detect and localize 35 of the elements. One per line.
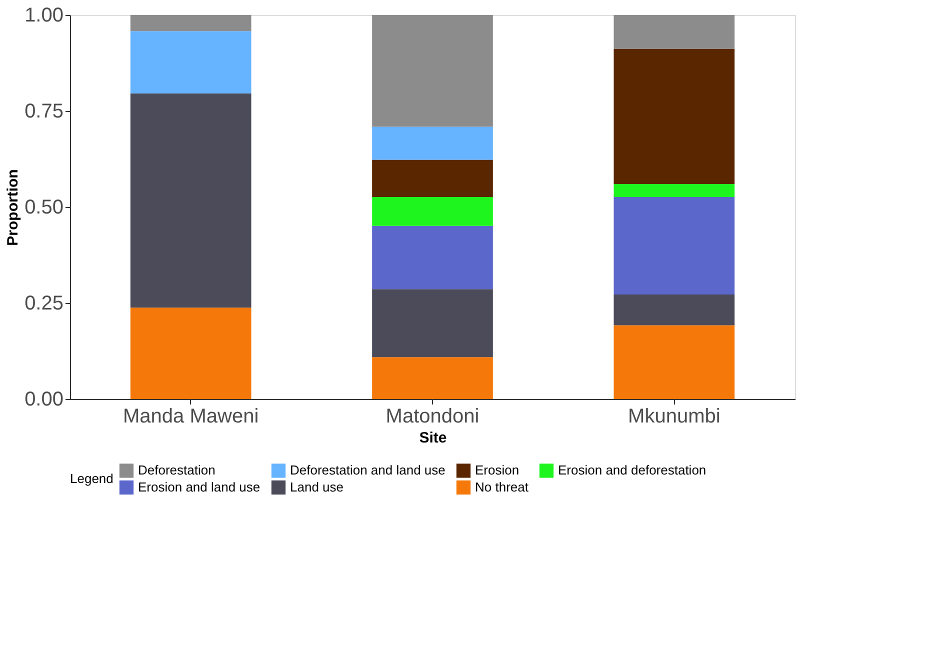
bar bbox=[614, 197, 735, 295]
bar bbox=[372, 15, 493, 127]
legend-label: Erosion bbox=[475, 462, 520, 478]
legend-title: Legend bbox=[70, 471, 114, 486]
bar bbox=[130, 31, 252, 94]
bar bbox=[372, 289, 493, 358]
x-axis-title: Site bbox=[419, 430, 447, 446]
legend-label: Erosion and deforestation bbox=[558, 462, 706, 478]
bar bbox=[614, 325, 735, 399]
bar bbox=[372, 126, 493, 160]
y-tick-label: 1.00 bbox=[24, 4, 64, 26]
bar bbox=[372, 357, 493, 399]
bar bbox=[614, 294, 735, 326]
bar bbox=[372, 197, 493, 226]
legend-label: Erosion and land use bbox=[138, 480, 260, 494]
x-tick-label: Manda Maweni bbox=[123, 406, 259, 428]
bar bbox=[614, 184, 735, 198]
bar bbox=[614, 48, 735, 184]
legend-label: No threat bbox=[475, 480, 529, 494]
x-tick-label: Matondoni bbox=[386, 406, 480, 428]
bar bbox=[130, 93, 252, 308]
legend-label: Deforestation bbox=[138, 462, 216, 478]
bar bbox=[130, 15, 252, 32]
y-tick-label: 0.50 bbox=[24, 196, 64, 218]
y-tick-label: 0.75 bbox=[24, 100, 64, 122]
bar bbox=[130, 308, 252, 399]
x-tick-label: Mkunumbi bbox=[628, 406, 720, 428]
bar bbox=[372, 226, 493, 290]
y-tick-label: 0.25 bbox=[24, 292, 64, 314]
bar bbox=[372, 160, 493, 198]
bar bbox=[614, 15, 735, 49]
legend-label: Land use bbox=[290, 480, 344, 494]
legend-label: Deforestation and land use bbox=[290, 462, 446, 478]
y-axis-title: Proportion bbox=[4, 169, 22, 246]
y-tick-label: 0.00 bbox=[24, 388, 64, 410]
